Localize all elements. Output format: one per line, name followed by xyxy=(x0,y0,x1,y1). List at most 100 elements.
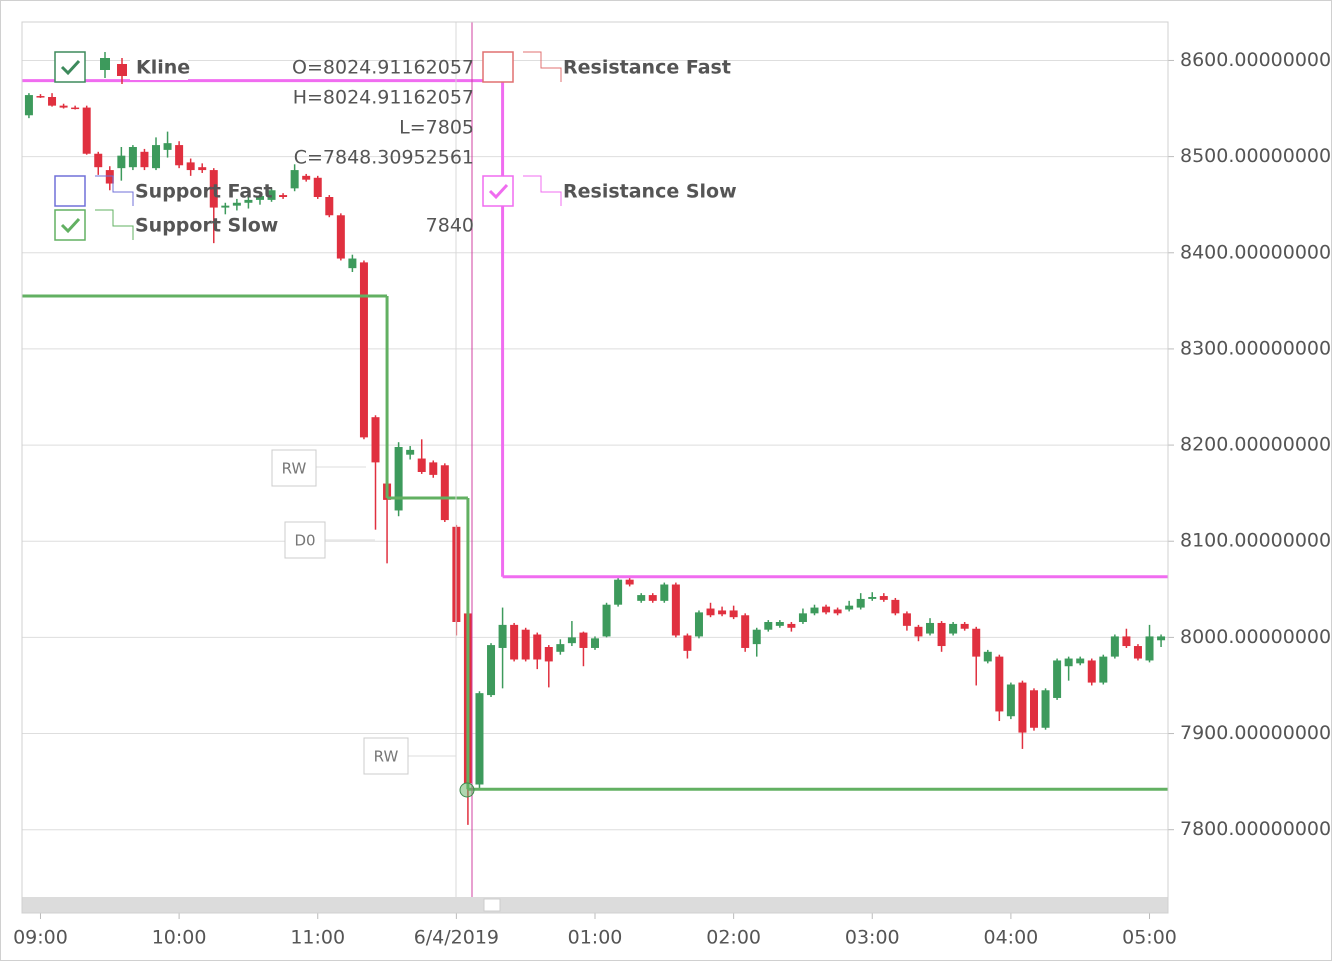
candle-body xyxy=(810,607,819,614)
candle-body xyxy=(232,202,241,206)
legend-label: Resistance Slow xyxy=(563,181,737,203)
legend-icon xyxy=(523,175,562,206)
candle-body xyxy=(544,647,553,662)
checkmark xyxy=(60,217,81,234)
candle-body xyxy=(764,622,773,630)
candle-body xyxy=(741,615,750,648)
candle-body xyxy=(163,143,172,150)
y-tick-label: 8400.00000000 xyxy=(1180,241,1331,263)
candle-body xyxy=(348,258,357,269)
legend-checkbox[interactable] xyxy=(54,209,86,241)
candle-body xyxy=(1041,690,1050,728)
readout-high: H=8024.91162057 xyxy=(293,87,474,109)
candle-body xyxy=(833,609,842,614)
candle-body xyxy=(255,196,264,200)
candle-body xyxy=(926,622,935,634)
candle-body xyxy=(902,613,911,626)
scroll-thumb[interactable] xyxy=(483,898,501,912)
legend-checkbox[interactable] xyxy=(54,51,86,83)
candle-body xyxy=(972,628,981,657)
readout-low: L=7805 xyxy=(399,117,474,139)
candle-body xyxy=(510,624,519,660)
candle-body xyxy=(752,629,761,645)
plot-border xyxy=(21,21,1169,914)
legend-checkbox[interactable] xyxy=(482,175,514,207)
x-tick-label: 09:00 xyxy=(13,927,68,949)
candle-body xyxy=(313,177,322,197)
legend-checkbox[interactable] xyxy=(54,175,86,207)
candle-body xyxy=(521,629,530,660)
x-tick-label: 03:00 xyxy=(845,927,900,949)
candle-body xyxy=(556,644,565,652)
scrollbar[interactable] xyxy=(22,897,1168,913)
x-tick-label: 6/4/2019 xyxy=(414,927,499,949)
candle-body xyxy=(117,155,126,169)
plot xyxy=(22,79,1168,825)
legend-icon xyxy=(100,58,110,70)
candle-body xyxy=(440,465,449,521)
x-tick-label: 11:00 xyxy=(290,927,345,949)
candle-body xyxy=(625,579,634,585)
candle-body xyxy=(498,624,507,648)
y-tick-label: 8600.00000000 xyxy=(1180,49,1331,71)
candle-body xyxy=(949,623,958,634)
annotation-text: D0 xyxy=(294,532,315,550)
x-tick-label: 04:00 xyxy=(984,927,1039,949)
candle-body xyxy=(602,604,611,637)
candle-body xyxy=(637,595,646,601)
readout: O=8024.91162057 H=8024.91162057 L=7805 C… xyxy=(292,57,474,237)
candle-body xyxy=(648,595,657,601)
candle-body xyxy=(198,167,207,171)
candle-body xyxy=(856,598,865,608)
candle-body xyxy=(879,596,888,600)
y-tick-label: 7900.00000000 xyxy=(1180,722,1331,744)
annotation-text: RW xyxy=(282,460,307,478)
candle-body xyxy=(1157,636,1166,641)
candle-body xyxy=(267,190,276,200)
candle-body xyxy=(71,107,80,110)
candle-body xyxy=(787,623,796,628)
candle-body xyxy=(1029,690,1038,728)
candle-body xyxy=(94,153,103,168)
legend-label: Support Slow xyxy=(135,215,278,237)
y-tick-label: 8500.00000000 xyxy=(1180,145,1331,167)
candle-body xyxy=(706,608,715,616)
candle-body xyxy=(983,651,992,662)
candle-body xyxy=(845,605,854,610)
candle-body xyxy=(614,579,623,605)
candle-body xyxy=(822,606,831,613)
candle-body xyxy=(1053,660,1062,698)
selected-point xyxy=(459,782,475,798)
candle-body xyxy=(694,612,703,637)
candle-body xyxy=(579,632,588,648)
candle-body xyxy=(290,170,299,189)
candle-body xyxy=(221,205,230,208)
candle-body xyxy=(798,613,807,622)
candle-body xyxy=(775,622,784,626)
annotation-text: RW xyxy=(374,748,399,766)
candle-body xyxy=(325,197,334,216)
candle-body xyxy=(1076,658,1085,664)
candle-body xyxy=(1110,636,1119,657)
annotations: RW D0 RW xyxy=(271,449,456,775)
y-tick-label: 8200.00000000 xyxy=(1180,434,1331,456)
annotation-box xyxy=(363,737,409,775)
y-tick-label: 8000.00000000 xyxy=(1180,626,1331,648)
legend-label: Support Fast xyxy=(135,181,273,203)
candle-body xyxy=(868,597,877,599)
candle-body xyxy=(487,645,496,696)
candle-body xyxy=(1018,682,1027,733)
candle-body xyxy=(475,693,484,785)
y-tick-label: 8100.00000000 xyxy=(1180,530,1331,552)
legend-checkbox[interactable] xyxy=(482,51,514,83)
candle-body xyxy=(279,195,288,197)
candle-body xyxy=(244,199,253,203)
candle-body xyxy=(567,637,576,644)
candle-body xyxy=(429,462,438,475)
readout-open: O=8024.91162057 xyxy=(292,57,474,79)
candle-body xyxy=(891,599,900,614)
candle-body xyxy=(59,105,68,108)
candle-body xyxy=(175,145,184,166)
y-tick-label: 7800.00000000 xyxy=(1180,818,1331,840)
